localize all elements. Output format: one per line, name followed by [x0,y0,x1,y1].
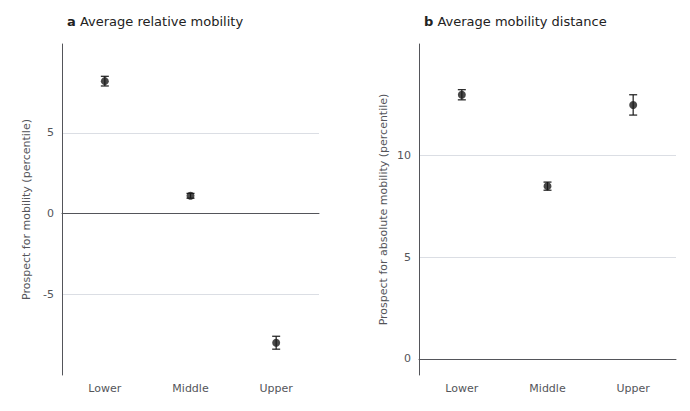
svg-text:Lower: Lower [88,382,121,395]
svg-text:5: 5 [404,251,411,264]
svg-text:-5: -5 [43,288,54,301]
svg-text:0: 0 [47,207,54,220]
svg-text:b: b [424,14,433,29]
svg-text:Average mobility distance: Average mobility distance [433,14,606,29]
svg-text:Middle: Middle [529,382,566,395]
svg-text:Lower: Lower [445,382,478,395]
svg-text:Upper: Upper [617,382,651,395]
svg-text:Middle: Middle [172,382,209,395]
svg-text:a: a [67,14,76,29]
svg-text:0: 0 [404,352,411,365]
svg-text:Average relative mobility: Average relative mobility [76,14,244,29]
svg-text:Upper: Upper [260,382,294,395]
svg-text:Prospect for absolute mobility: Prospect for absolute mobility (percenti… [377,94,390,326]
svg-text:10: 10 [397,149,411,162]
svg-text:Prospect for mobility (percent: Prospect for mobility (percentile) [20,119,33,300]
svg-text:5: 5 [47,126,54,139]
